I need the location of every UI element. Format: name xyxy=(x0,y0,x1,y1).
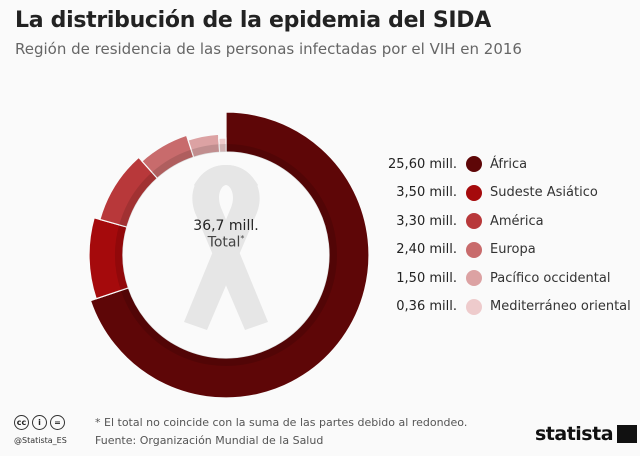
legend-label: Europa xyxy=(490,242,536,258)
legend-swatch xyxy=(466,156,482,173)
legend: 25,60 mill. África 3,50 mill. Sudeste Asiát… xyxy=(370,150,631,321)
legend-label: Sudeste Asiático xyxy=(490,185,598,201)
total-footnote-mark: * xyxy=(240,234,245,243)
slice-5 xyxy=(218,137,227,153)
source: Fuente: Organización Mundial de la Salud xyxy=(95,434,324,447)
twitter-handle: @Statista_ES xyxy=(14,436,67,445)
legend-swatch xyxy=(466,298,482,315)
legend-value: 1,50 mill. xyxy=(396,270,457,286)
legend-item: 3,50 mill. Sudeste Asiático xyxy=(370,179,631,208)
total-value: 36,7 mill. xyxy=(193,218,259,234)
chart-subtitle: Región de residencia de las personas inf… xyxy=(15,40,522,58)
slice-shade-4 xyxy=(191,144,220,158)
legend-value: 3,50 mill. xyxy=(396,185,457,201)
cc-icon: cc xyxy=(14,415,29,430)
legend-label: Pacífico occidental xyxy=(490,270,611,286)
legend-swatch xyxy=(466,270,482,287)
legend-item: 0,36 mill. Mediterráneo oriental xyxy=(370,293,631,322)
footnote: * El total no coincide con la suma de la… xyxy=(95,416,468,429)
legend-item: 3,30 mill. América xyxy=(370,207,631,236)
slice-shade-1 xyxy=(115,224,129,291)
total-text: Total xyxy=(207,234,241,251)
legend-item: 2,40 mill. Europa xyxy=(370,236,631,265)
legend-value: 3,30 mill. xyxy=(396,213,457,229)
ribbon-icon xyxy=(184,165,268,330)
legend-swatch xyxy=(466,241,482,258)
legend-value: 25,60 mill. xyxy=(388,156,457,172)
legend-item: 1,50 mill. Pacífico occidental xyxy=(370,264,631,293)
brand-name: statista xyxy=(535,423,614,445)
slice-0 xyxy=(89,111,370,399)
statista-logo: statista xyxy=(535,423,638,445)
total-label: Total* xyxy=(166,234,286,251)
donut-center-label: 36,7 mill. Total* xyxy=(166,218,286,251)
legend-item: 25,60 mill. África xyxy=(370,150,631,179)
statista-logo-icon xyxy=(617,425,638,443)
legend-value: 0,36 mill. xyxy=(396,299,457,315)
slice-shade-5 xyxy=(219,144,226,153)
chart-title: La distribución de la epidemia del SIDA xyxy=(15,8,491,33)
legend-label: África xyxy=(490,156,528,172)
legend-label: Mediterráneo oriental xyxy=(490,299,631,315)
slice-shade-2 xyxy=(119,172,158,228)
attribution-icon: i xyxy=(32,415,47,430)
no-derivatives-icon: = xyxy=(50,415,65,430)
legend-swatch xyxy=(466,213,482,230)
legend-label: América xyxy=(490,213,544,229)
legend-value: 2,40 mill. xyxy=(396,242,457,258)
license-icons: cc i = xyxy=(14,415,65,430)
legend-swatch xyxy=(466,184,482,201)
slice-shade-3 xyxy=(151,149,194,179)
